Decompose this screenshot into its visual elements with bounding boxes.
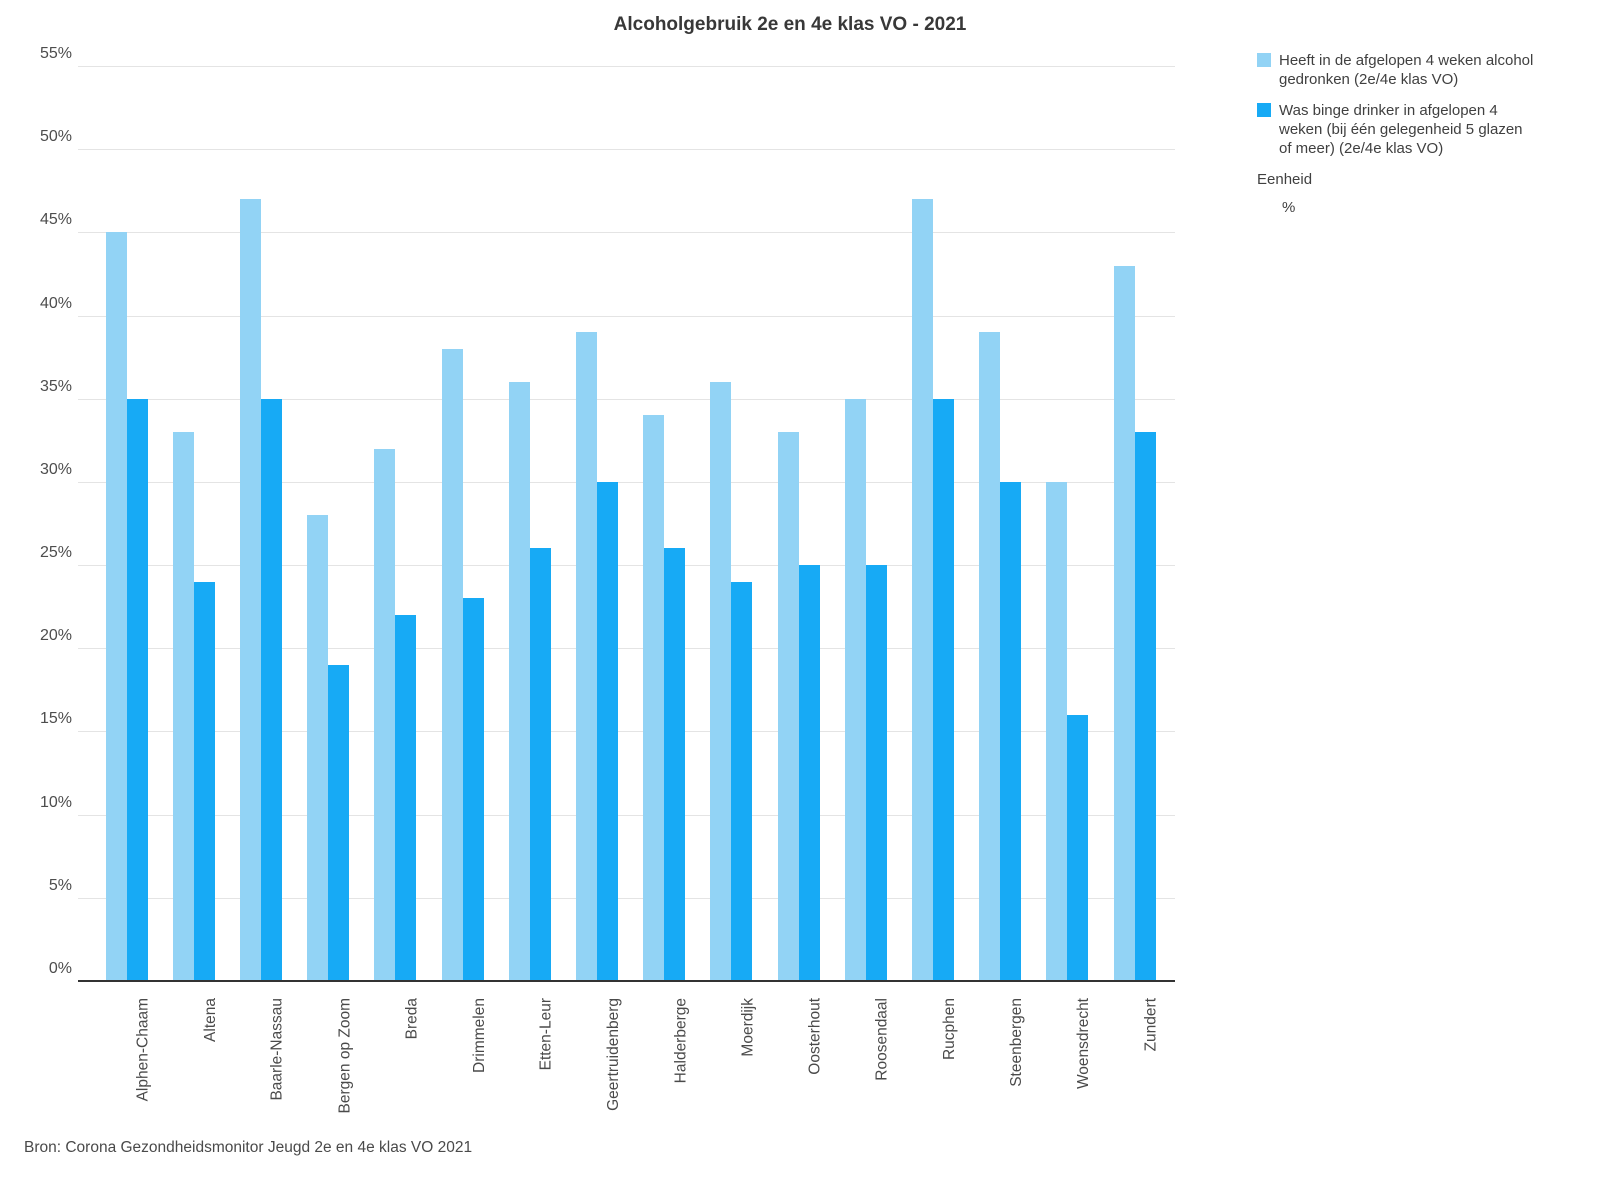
gridline [78, 565, 1175, 567]
x-axis-category-label: Baarle-Nassau [269, 998, 286, 1101]
bar-binge-drinker[interactable] [462, 598, 484, 981]
y-axis-tick-label: 0% [48, 960, 72, 977]
gridline [78, 149, 1175, 151]
x-axis-category-label: Bergen op Zoom [336, 998, 354, 1114]
bar-binge-drinker[interactable] [395, 615, 417, 981]
y-axis-tick-label: 55% [39, 45, 72, 62]
bar-binge-drinker[interactable] [664, 548, 686, 981]
bar-drank-alcohol[interactable] [105, 232, 127, 981]
bar-binge-drinker[interactable] [597, 481, 618, 981]
bar-binge-drinker[interactable] [529, 548, 551, 981]
bar-drank-alcohol[interactable] [643, 415, 665, 981]
bar-binge-drinker[interactable] [1000, 481, 1022, 981]
bar-binge-drinker[interactable] [865, 565, 887, 981]
x-axis-category-label: Breda [403, 998, 421, 1040]
bar-binge-drinker[interactable] [261, 398, 282, 981]
y-axis-tick-label: 15% [39, 710, 72, 728]
x-axis-category-label: Drimmelen [470, 998, 488, 1073]
x-axis-line [78, 980, 1175, 982]
legend-item-binge-drinker[interactable]: Was binge drinker in afgelopen 4 weken (… [1257, 101, 1557, 158]
x-axis-category-label: Halderberge [672, 998, 690, 1084]
gridline [78, 315, 1175, 317]
legend-swatch-icon [1257, 103, 1271, 117]
gridline [78, 731, 1175, 733]
gridline [78, 897, 1175, 899]
y-axis-tick-label: 5% [48, 876, 72, 894]
x-axis-category-label: Etten-Leur [537, 998, 555, 1071]
x-axis-category-label: Moerdijk [739, 998, 757, 1057]
x-axis-category-label: Rucphen [941, 998, 958, 1061]
gridline [78, 232, 1175, 234]
gridline [78, 814, 1175, 816]
y-axis-tick-label: 50% [39, 128, 72, 146]
legend-item-label: Was binge drinker in afgelopen 4 weken (… [1279, 102, 1523, 157]
unit-value: % [1282, 199, 1296, 216]
bar-binge-drinker[interactable] [328, 664, 350, 981]
bar-drank-alcohol[interactable] [844, 398, 866, 981]
bar-drank-alcohol[interactable] [240, 199, 261, 981]
y-axis-tick-label: 30% [39, 460, 72, 478]
unit-heading: Eenheid [1257, 171, 1313, 188]
x-axis-category-label: Zundert [1142, 998, 1160, 1052]
x-axis-category-label: Alphen-Chaam [134, 998, 152, 1102]
bar-binge-drinker[interactable] [731, 581, 753, 981]
bar-binge-drinker[interactable] [193, 581, 215, 981]
bar-drank-alcohol[interactable] [710, 382, 732, 981]
bar-drank-alcohol[interactable] [1046, 481, 1068, 981]
bar-drank-alcohol[interactable] [374, 448, 396, 981]
bar-drank-alcohol[interactable] [979, 332, 1001, 981]
bar-drank-alcohol[interactable] [1113, 265, 1135, 981]
bar-drank-alcohol[interactable] [441, 348, 463, 981]
x-axis-category-label: Altena [201, 998, 219, 1042]
y-axis-tick-label: 10% [39, 793, 72, 811]
chart-title: Alcoholgebruik 2e en 4e klas VO - 2021 [613, 14, 967, 35]
gridline [78, 481, 1175, 483]
gridline [78, 648, 1175, 650]
bar-binge-drinker[interactable] [1134, 432, 1156, 981]
y-axis-tick-label: 35% [39, 377, 72, 395]
bar-binge-drinker[interactable] [126, 398, 148, 981]
x-axis-category-label: Oosterhout [806, 998, 824, 1075]
bar-drank-alcohol[interactable] [912, 199, 933, 981]
source-note: Bron: Corona Gezondheidsmonitor Jeugd 2e… [24, 1139, 473, 1156]
y-axis-tick-label: 20% [39, 627, 72, 645]
bar-binge-drinker[interactable] [933, 398, 954, 981]
bar-binge-drinker[interactable] [798, 565, 820, 981]
legend-item-label: Heeft in de afgelopen 4 weken alcohol ge… [1279, 52, 1534, 88]
legend-swatch-icon [1257, 53, 1271, 67]
x-axis-category-label: Roosendaal [873, 998, 891, 1081]
bar-drank-alcohol[interactable] [576, 332, 597, 981]
legend-item-drank-alcohol[interactable]: Heeft in de afgelopen 4 weken alcohol ge… [1257, 51, 1557, 89]
bar-drank-alcohol[interactable] [172, 432, 194, 981]
x-axis-category-label: Woensdrecht [1075, 998, 1093, 1090]
bar-drank-alcohol[interactable] [307, 515, 329, 981]
y-axis-tick-label: 25% [39, 544, 72, 562]
y-axis-tick-label: 40% [39, 294, 72, 312]
gridline [78, 398, 1175, 400]
chart-legend: Heeft in de afgelopen 4 weken alcohol ge… [1257, 51, 1557, 217]
y-axis-tick-label: 45% [39, 211, 72, 229]
x-axis-category-label: Steenbergen [1008, 998, 1026, 1087]
bar-drank-alcohol[interactable] [777, 432, 799, 981]
x-axis-category-label: Geertruidenberg [605, 998, 622, 1111]
bar-binge-drinker[interactable] [1067, 714, 1089, 981]
bar-drank-alcohol[interactable] [508, 382, 530, 981]
gridline [78, 66, 1175, 67]
